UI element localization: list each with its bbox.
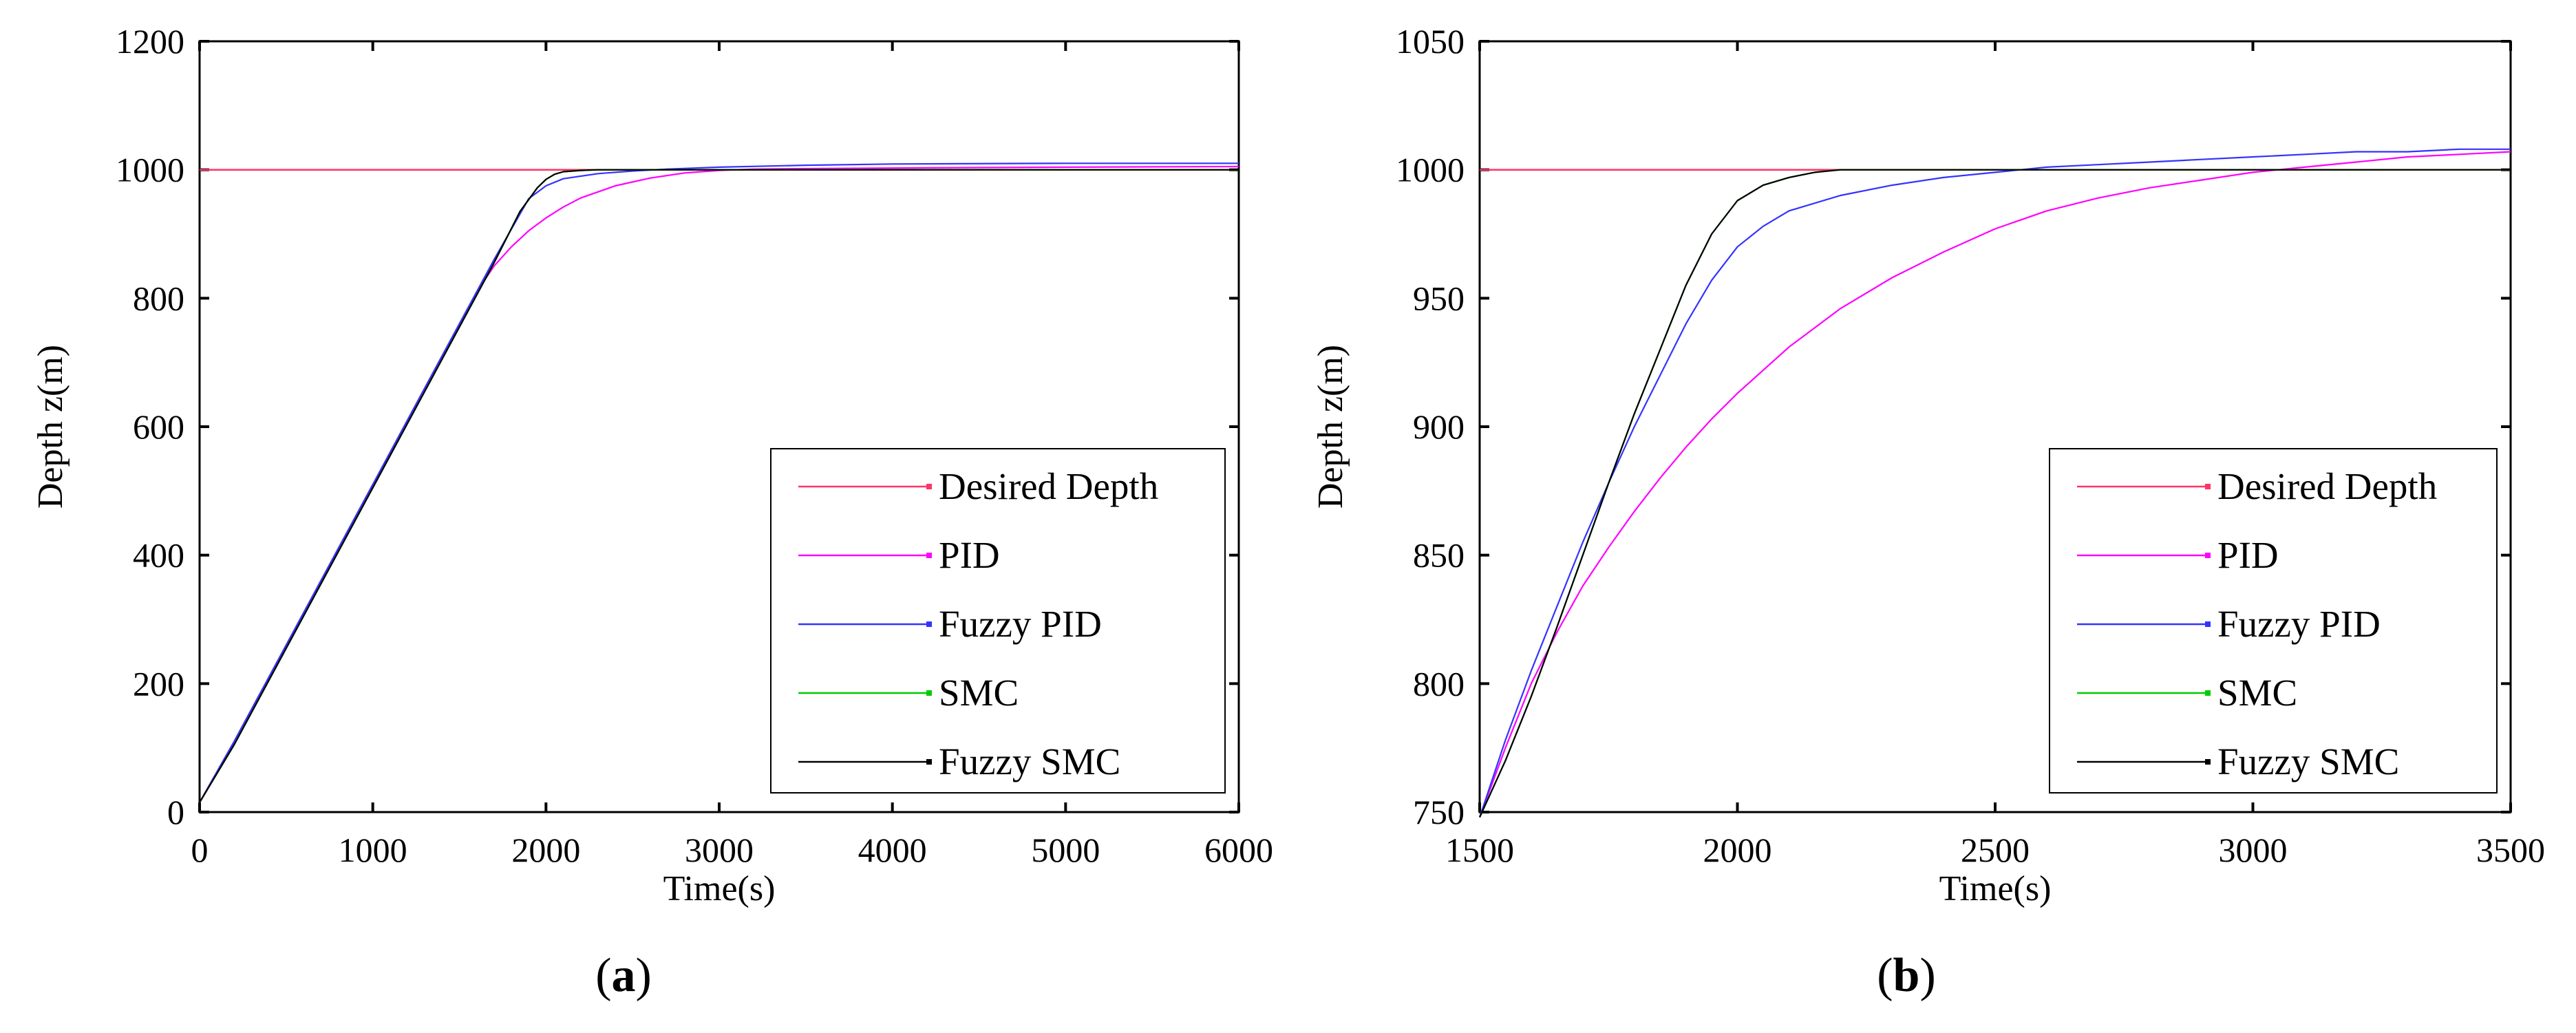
legend-marker (926, 484, 932, 489)
series-line-fuzzy-smc (199, 169, 1239, 803)
legend-label: SMC (939, 672, 1019, 714)
x-tick-label: 3000 (2219, 831, 2288, 869)
legend-marker (2205, 621, 2211, 627)
legend-marker (2205, 690, 2211, 696)
legend-box (770, 448, 1226, 794)
legend-label: PID (2217, 534, 2279, 576)
y-tick-label: 800 (1413, 664, 1465, 703)
series-line-pid (1478, 151, 2511, 818)
x-tick-label: 5000 (1031, 831, 1100, 869)
x-tick-label: 0 (191, 831, 209, 869)
legend-marker (926, 759, 932, 765)
y-tick-label: 900 (1413, 407, 1465, 446)
y-tick-label: 600 (133, 407, 184, 446)
x-tick-label: 4000 (858, 831, 927, 869)
legend-label: Fuzzy PID (939, 603, 1102, 645)
y-tick-label: 750 (1413, 793, 1465, 831)
x-tick-label: 1000 (339, 831, 407, 869)
y-tick-label: 800 (133, 279, 184, 317)
x-tick-label: 2500 (1961, 831, 2030, 869)
y-tick-label: 1000 (116, 151, 184, 189)
legend-label: SMC (2217, 672, 2297, 714)
y-tick-label: 400 (133, 536, 184, 575)
legend-label: PID (939, 534, 1000, 576)
y-axis-label: Depth z(m) (31, 345, 70, 509)
y-axis-label: Depth z(m) (1311, 345, 1350, 509)
legend-label: Fuzzy PID (2217, 603, 2381, 645)
chart-panel-b: 1500 2000 2500 3000 3500 750 800 850 900 950 1000 1… (1311, 22, 2545, 1002)
series-line-fuzzy-pid (199, 162, 1239, 803)
y-tick-label: 1050 (1396, 22, 1465, 61)
legend-marker (926, 690, 932, 696)
y-tick-label: 200 (133, 664, 184, 703)
y-tick-label: 850 (1413, 536, 1465, 575)
legend-marker (2205, 484, 2211, 489)
y-tick-label: 950 (1413, 279, 1465, 317)
x-tick-label: 3500 (2476, 831, 2545, 869)
y-tick-label: 1000 (1396, 151, 1465, 189)
x-tick-label: 2000 (511, 831, 580, 869)
legend-label: Fuzzy SMC (939, 741, 1120, 782)
x-tick-label: 3000 (685, 831, 754, 869)
y-tick-label: 0 (167, 793, 184, 831)
x-axis-label: Time(s) (663, 869, 776, 908)
x-tick-label: 6000 (1204, 831, 1273, 869)
panel-label: (b) (1877, 949, 1936, 1002)
legend-label: Desired Depth (939, 465, 1158, 507)
y-tick-label: 1200 (116, 22, 184, 61)
legend-marker (926, 553, 932, 558)
panel-label: (a) (595, 949, 652, 1002)
chart-panel-a: 0 1000 2000 3000 4000 5000 6000 0 200 400 600 800 10… (31, 22, 1273, 1002)
x-tick-label: 2000 (1703, 831, 1772, 869)
series-line-fuzzy-smc (1478, 169, 2511, 818)
legend-marker (2205, 553, 2211, 558)
legend-box (2049, 448, 2498, 794)
x-tick-label: 1500 (1445, 831, 1514, 869)
series-line-fuzzy-pid (1478, 148, 2511, 818)
legend-label: Desired Depth (2217, 465, 2437, 507)
x-axis-label: Time(s) (1939, 869, 2052, 908)
legend-label: Fuzzy SMC (2217, 741, 2399, 782)
legend-marker (2205, 759, 2211, 765)
legend-marker (926, 621, 932, 627)
